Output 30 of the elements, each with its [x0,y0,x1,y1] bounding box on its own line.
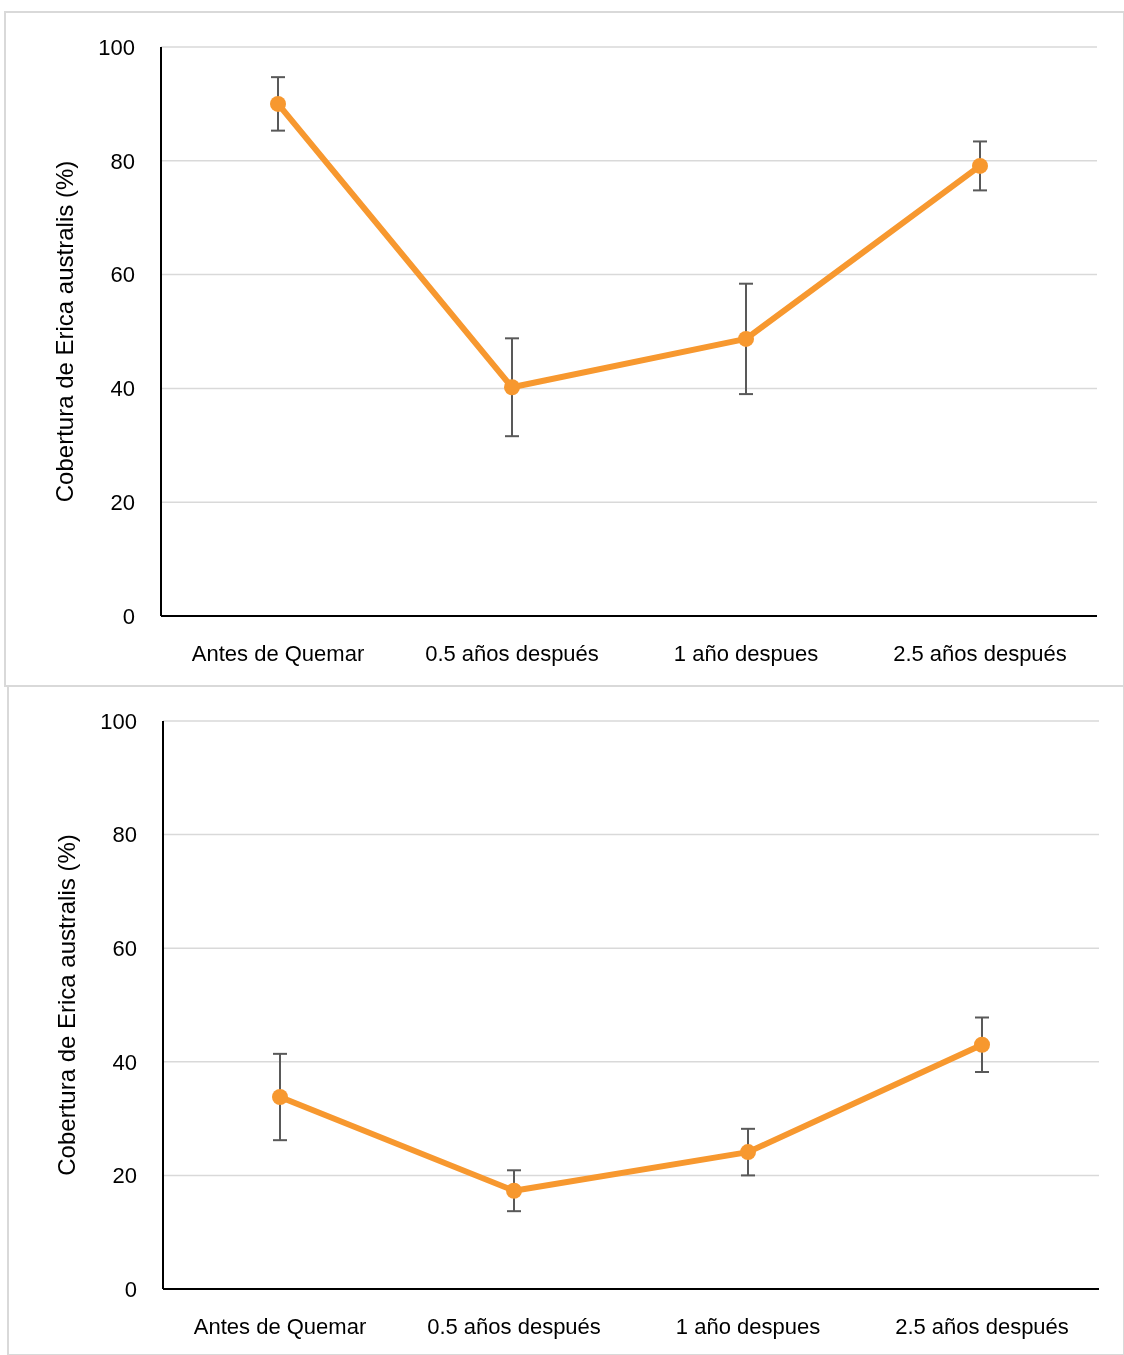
point [738,330,754,347]
y-tick-label: 20 [110,489,135,515]
y-tick-label: 100 [100,708,137,734]
point [272,1089,288,1106]
x-tick-label: 2.5 años después [895,1314,1069,1339]
point [972,157,988,174]
x-tick-label: Antes de Quemar [193,1314,367,1339]
y-tick-label: 60 [110,262,135,288]
point [270,95,286,112]
x-tick-label: 0.5 años después [425,641,599,666]
point [504,379,520,396]
y-tick-label: 80 [112,822,137,848]
x-tick-label: 2.5 años después [893,641,1067,666]
y-tick-label: 80 [110,148,135,174]
point [974,1036,990,1053]
x-tick-label: 1 año despues [675,1314,821,1339]
x-tick-label: 1 año despues [673,641,819,666]
x-tick-label: Antes de Quemar [191,641,365,666]
y-tick-label: 20 [112,1163,137,1189]
x-tick-label: 0.5 años después [427,1314,601,1339]
y-tick-label: 0 [122,603,135,629]
y-tick-label: 100 [98,34,135,60]
y-axis-title: Cobertura de Erica australis (%) [51,160,78,503]
y-tick-label: 60 [112,935,137,961]
point [740,1144,756,1161]
point [506,1182,522,1199]
y-tick-label: 40 [110,376,135,402]
y-axis-title: Cobertura de Erica australis (%) [53,834,80,1176]
y-tick-label: 0 [124,1276,137,1302]
y-tick-label: 40 [112,1049,137,1075]
